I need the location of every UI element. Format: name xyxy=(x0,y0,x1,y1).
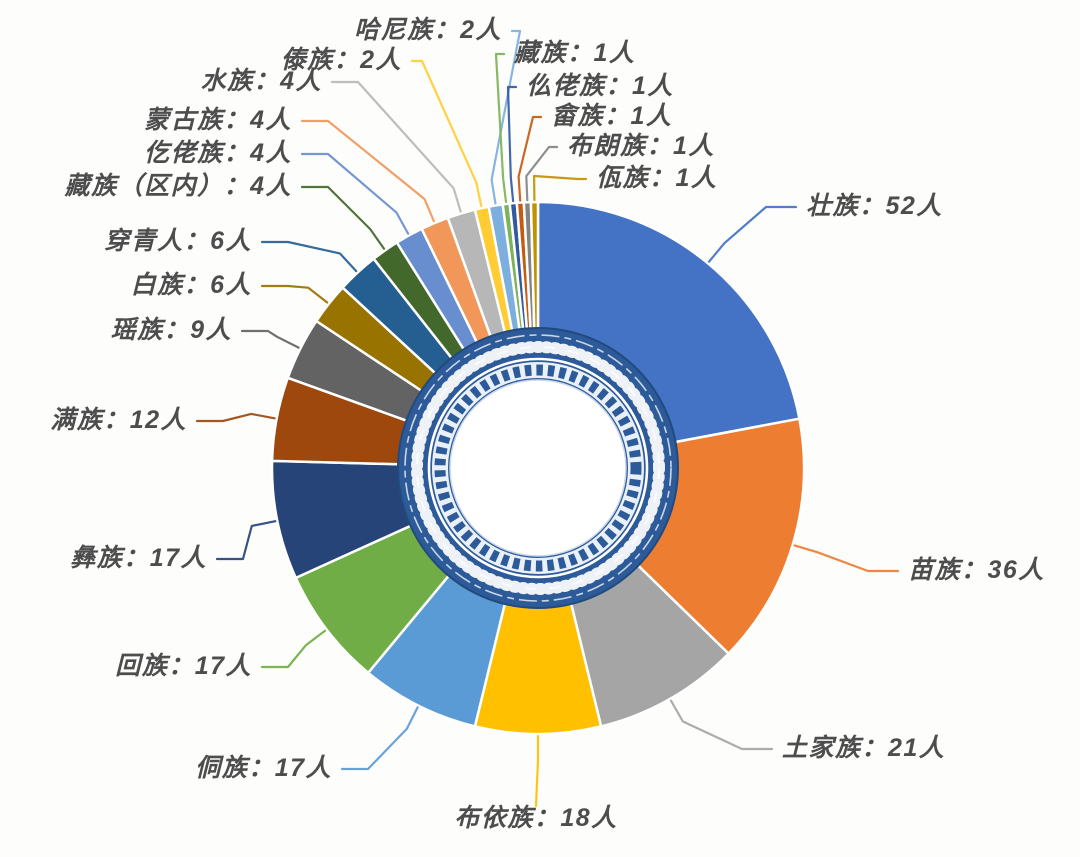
slice-label-10: 穿青人：6人 xyxy=(104,227,252,255)
leader-line-11 xyxy=(300,185,386,250)
slice-label-11: 藏族（区内）：4人 xyxy=(64,172,292,200)
ornament-floral-curls xyxy=(416,346,660,590)
slice-label-15: 傣族：2人 xyxy=(281,46,402,74)
slice-label-1: 苗族：36人 xyxy=(908,556,1045,584)
leader-line-1 xyxy=(793,544,900,573)
leader-line-19 xyxy=(517,115,543,202)
slice-label-19: 畲族：1人 xyxy=(551,102,672,130)
leader-line-17 xyxy=(494,52,508,203)
slice-label-2: 土家族：21人 xyxy=(782,734,945,762)
ornament-scroll-edge xyxy=(404,334,672,602)
slice-label-6: 彝族：17人 xyxy=(70,544,207,572)
leader-lines xyxy=(195,29,900,808)
ornament-center-hole xyxy=(449,379,627,557)
slice-label-8: 瑶族：9人 xyxy=(111,316,232,344)
leader-line-18 xyxy=(506,85,518,203)
slice-label-13: 蒙古族：4人 xyxy=(144,106,292,134)
slice-label-3: 布依族：18人 xyxy=(454,804,617,832)
leader-line-15 xyxy=(410,59,483,208)
leader-line-13 xyxy=(300,119,435,223)
leader-line-21 xyxy=(532,174,588,202)
slice-label-14: 水族：4人 xyxy=(201,67,322,95)
slice-label-0: 壮族：52人 xyxy=(806,192,943,220)
leader-line-20 xyxy=(525,145,559,202)
slice-label-5: 回族：17人 xyxy=(115,652,252,680)
leader-line-9 xyxy=(260,284,329,304)
slice-label-16: 哈尼族：2人 xyxy=(354,16,502,44)
porcelain-ring-ornament xyxy=(397,327,679,609)
leader-line-6 xyxy=(215,520,277,561)
leader-line-16 xyxy=(490,29,522,205)
slice-label-20: 布朗族：1人 xyxy=(567,132,715,160)
leader-line-4 xyxy=(340,706,419,771)
leader-line-12 xyxy=(300,152,410,235)
slice-label-21: 佤族：1人 xyxy=(596,164,717,192)
slice-label-9: 白族：6人 xyxy=(131,271,252,299)
leader-line-0 xyxy=(707,205,798,263)
leader-line-14 xyxy=(330,80,462,213)
leader-line-3 xyxy=(534,734,540,808)
leader-line-2 xyxy=(669,699,774,751)
slice-label-17: 藏族：1人 xyxy=(513,39,635,67)
leader-line-10 xyxy=(260,240,358,273)
leader-line-8 xyxy=(240,329,300,349)
leader-line-7 xyxy=(195,412,276,423)
ornament-inner-rim xyxy=(427,357,649,579)
leader-line-5 xyxy=(260,629,327,669)
slice-label-7: 满族：12人 xyxy=(50,406,187,434)
slice-label-18: 仫佬族：1人 xyxy=(526,72,674,100)
ornament-meander-band xyxy=(434,364,642,572)
slice-label-4: 侗族：17人 xyxy=(195,754,332,782)
slice-label-12: 仡佬族：4人 xyxy=(144,139,292,167)
